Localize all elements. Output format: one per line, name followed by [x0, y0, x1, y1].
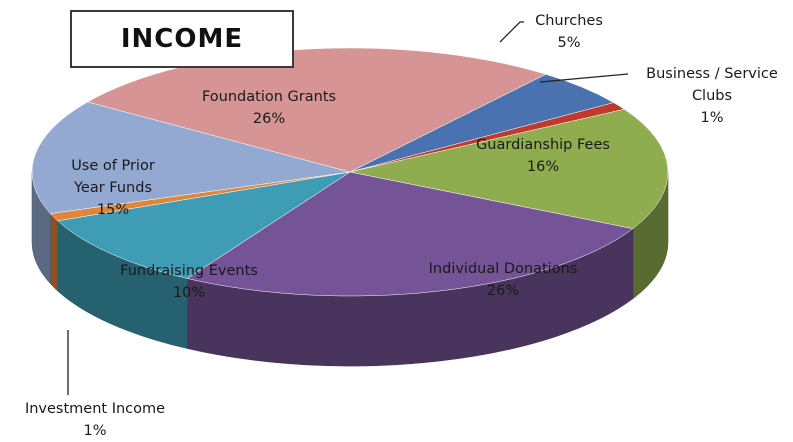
business-clubs-leader-line: [539, 73, 629, 83]
label-use-of-prior-year-funds: Use of Prior Year Funds 15%: [71, 158, 155, 218]
label-churches: Churches 5%: [535, 13, 603, 51]
pie-slice-guardianship-fees: [349, 108, 669, 229]
churches-leader-line: [499, 21, 524, 43]
pie-top-faces: [31, 47, 669, 297]
pie-side-walls: [31, 171, 669, 367]
label-foundation-grants: Foundation Grants 26%: [202, 89, 336, 127]
pie-labels: Churches 5% Business / Service Clubs 1% Found…: [25, 13, 778, 439]
pie-slice-fundraising-events: [57, 171, 351, 279]
pie-slice-use-of-prior-year-funds: [31, 101, 351, 214]
chart-title-box: INCOME: [70, 10, 294, 68]
chart-title: INCOME: [120, 24, 244, 54]
pie-slice-foundation-grants: [86, 47, 547, 173]
pie-slice-individual-donations: [186, 171, 634, 297]
label-individual-donations: Individual Donations 26%: [429, 261, 578, 299]
label-fundraising-events: Fundraising Events 10%: [120, 263, 258, 301]
label-investment-income: Investment Income 1%: [25, 401, 165, 439]
label-guardianship-fees: Guardianship Fees 16%: [476, 137, 610, 175]
pie-side-investment-income: [50, 212, 59, 292]
label-business-service-clubs: Business / Service Clubs 1%: [646, 66, 778, 126]
